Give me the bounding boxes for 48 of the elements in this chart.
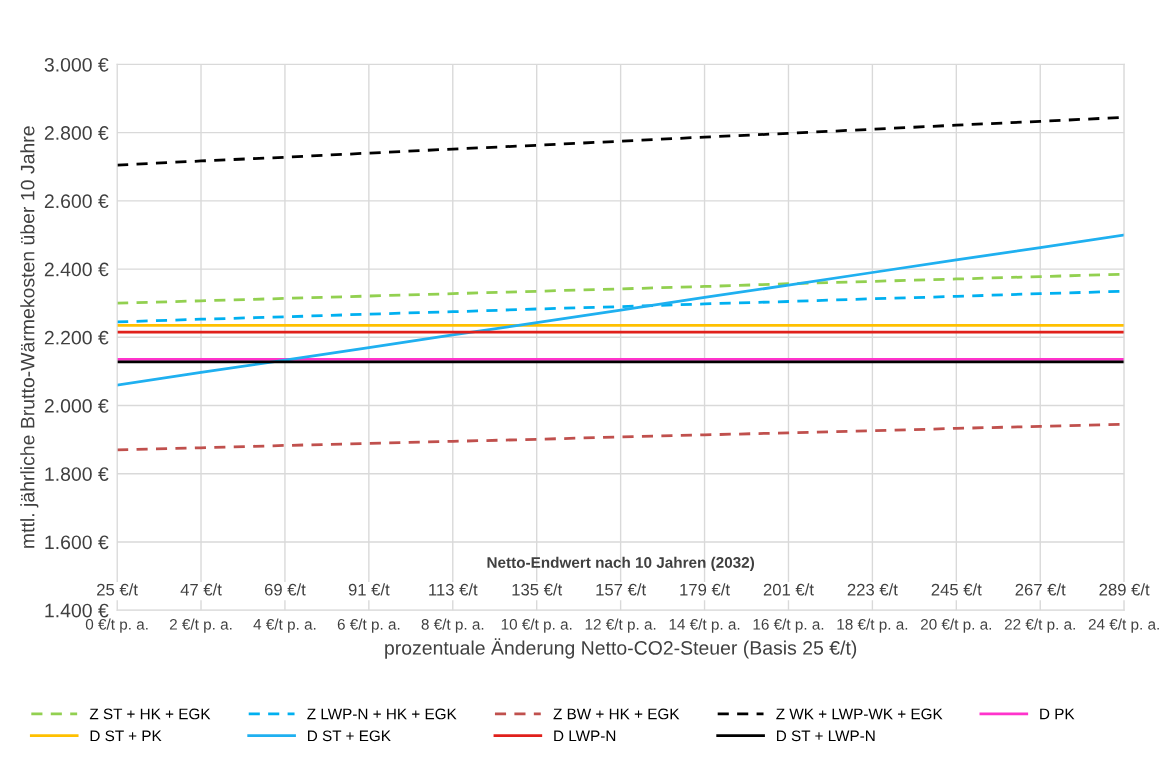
legend-label: D LWP-N — [554, 730, 616, 742]
x-tick-label: 22 €/t p. a. — [1004, 618, 1075, 633]
legend-label: D ST + PK — [90, 730, 162, 742]
annotation: 179 €/t — [680, 583, 730, 596]
annotation: 245 €/t — [931, 583, 982, 596]
x-tick-label: 18 €/t p. a. — [837, 618, 908, 633]
annotation: 69 €/t — [264, 583, 306, 596]
y-tick-label: 2.000 € — [44, 399, 109, 413]
legend-label: D ST + EGK — [308, 730, 391, 742]
annotation: 113 €/t — [429, 583, 478, 596]
legend-label: Z LWP-N + HK + EGK — [307, 708, 457, 720]
y-tick-label: 2.800 € — [44, 126, 109, 140]
annotation: Netto-Endwert nach 10 Jahren (2032) — [487, 556, 755, 571]
x-tick-label: 12 €/t p. a. — [585, 618, 656, 633]
annotation: 223 €/t — [847, 583, 898, 596]
annotation: 91 €/t — [348, 583, 390, 596]
x-axis-title: prozentuale Änderung Netto-CO2-Steuer (Basis 25 €/t) — [385, 638, 857, 659]
line-series — [117, 233, 1125, 387]
annotation: 157 €/t — [596, 583, 646, 596]
x-tick-label: 4 €/t p. a. — [253, 618, 316, 633]
x-tick-label: 14 €/t p. a. — [669, 618, 740, 633]
x-tick-label: 6 €/t p. a. — [337, 618, 400, 633]
x-tick-label: 20 €/t p. a. — [920, 618, 992, 633]
y-tick-label: 3.000 € — [44, 57, 109, 72]
y-tick-label: 1.400 € — [45, 603, 109, 618]
annotation: 47 €/t — [180, 583, 222, 596]
annotation: 25 €/t — [97, 583, 138, 596]
legend-label: Z WK + LWP-WK + EGK — [776, 708, 943, 720]
y-axis-title: mttl. jährliche Brutto-Wärmekosten über 10 Jahre — [20, 126, 39, 548]
annotation: 289 €/t — [1099, 583, 1150, 596]
annotation: 267 €/t — [1015, 583, 1066, 596]
legend-label: D ST + LWP-N — [777, 730, 875, 742]
annotation: 201 €/t — [763, 583, 814, 596]
y-tick-label: 1.800 € — [45, 467, 109, 481]
annotation: 135 €/t — [512, 583, 563, 596]
y-tick-label: 2.400 € — [44, 262, 109, 277]
x-tick-label: 8 €/t p. a. — [421, 618, 484, 633]
x-tick-label: 10 €/t p. a. — [501, 618, 572, 633]
y-tick-label: 1.600 € — [45, 535, 109, 550]
x-tick-label: 0 €/t p. a. — [85, 618, 148, 633]
legend-label: Z BW + HK + EGK — [553, 708, 680, 720]
legend-label: Z ST + HK + EGK — [89, 708, 211, 720]
x-tick-label: 16 €/t p. a. — [753, 618, 824, 633]
y-tick-label: 2.200 € — [44, 330, 109, 345]
y-tick-label: 2.600 € — [44, 194, 109, 209]
x-tick-label: 2 €/t p. a. — [169, 618, 232, 633]
legend-label: D PK — [1040, 708, 1075, 720]
x-tick-label: 24 €/t p. a. — [1088, 618, 1159, 633]
